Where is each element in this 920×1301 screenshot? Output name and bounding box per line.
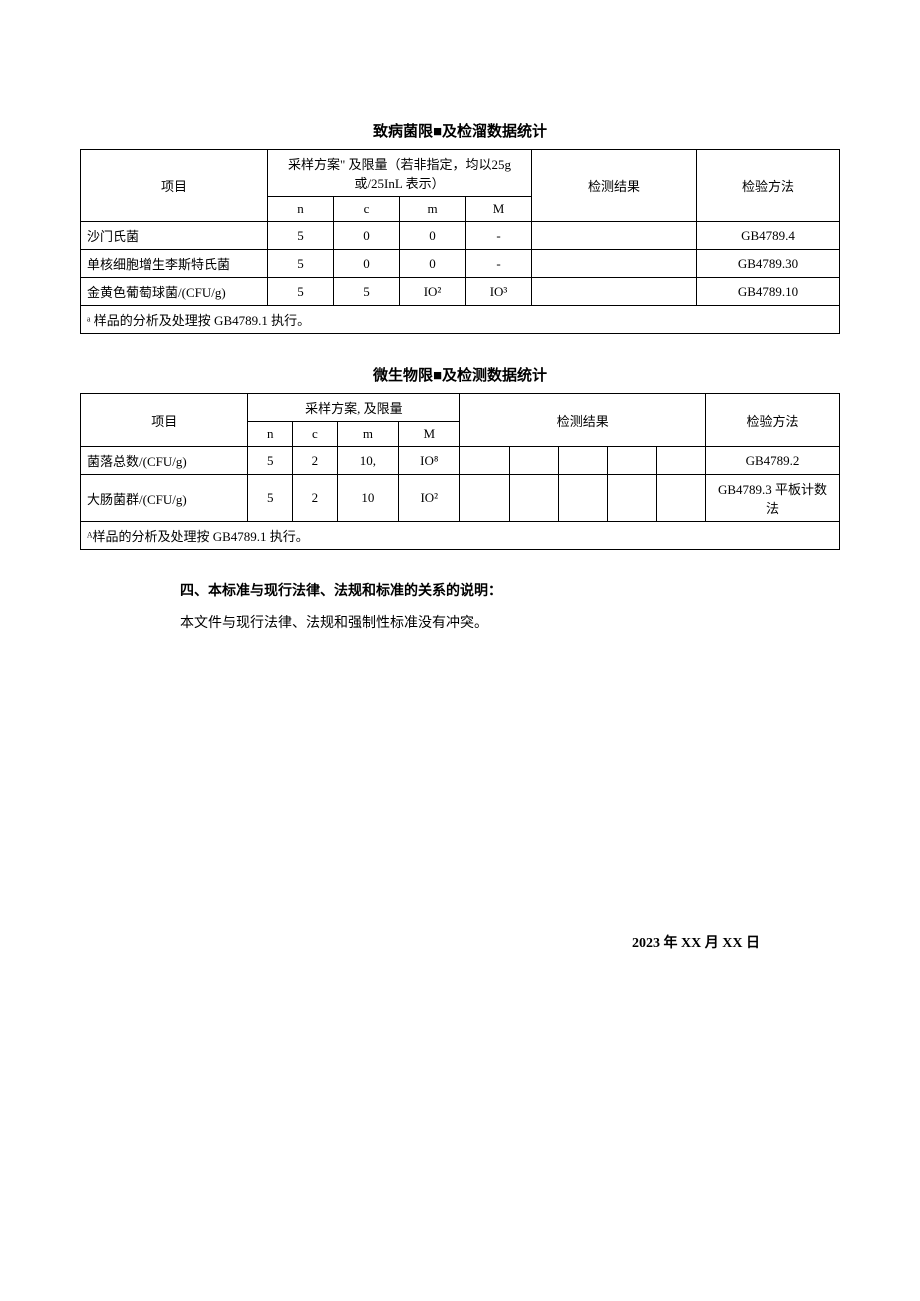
- cell-n: 5: [268, 250, 334, 278]
- t2-h-item: 项目: [81, 394, 248, 447]
- t1-h-result: 检测结果: [532, 150, 697, 222]
- cell-M: -: [466, 222, 532, 250]
- cell-m: 0: [400, 222, 466, 250]
- t2-h-c: c: [293, 422, 338, 447]
- cell-item: 沙门氏菌: [81, 222, 268, 250]
- cell-r5: [656, 475, 705, 522]
- cell-c: 2: [293, 447, 338, 475]
- t1-h-m: m: [400, 197, 466, 222]
- cell-r5: [656, 447, 705, 475]
- cell-m: 10,: [337, 447, 398, 475]
- cell-method: GB4789.10: [697, 278, 840, 306]
- section-heading: 四、本标准与现行法律、法规和标准的关系的说明：: [80, 580, 840, 600]
- cell-c: 0: [334, 222, 400, 250]
- cell-method: GB4789.4: [697, 222, 840, 250]
- cell-n: 5: [248, 447, 293, 475]
- pathogen-table: 项目 采样方案" 及限量（若非指定，均以25g 或/25InL 表示） 检测结果…: [80, 149, 840, 334]
- t1-h-method: 检验方法: [697, 150, 840, 222]
- table-row: 菌落总数/(CFU/g) 5 2 10, IO⁸ GB4789.2: [81, 447, 840, 475]
- table-row: 金黄色葡萄球菌/(CFU/g) 5 5 IO² IO³ GB4789.10: [81, 278, 840, 306]
- footnote-text: ᴬ样品的分析及处理按 GB4789.1 执行。: [81, 522, 840, 550]
- t2-h-result: 检测结果: [460, 394, 706, 447]
- cell-item: 单核细胞增生李斯特氏菌: [81, 250, 268, 278]
- cell-item: 大肠菌群/(CFU/g): [81, 475, 248, 522]
- t1-h-c: c: [334, 197, 400, 222]
- cell-r1: [460, 447, 509, 475]
- cell-result: [532, 222, 697, 250]
- cell-r3: [558, 475, 607, 522]
- cell-M: IO²: [399, 475, 460, 522]
- cell-result: [532, 278, 697, 306]
- cell-M: IO³: [466, 278, 532, 306]
- t2-h-sampling: 采样方案, 及限量: [248, 394, 460, 422]
- t1-h-item: 项目: [81, 150, 268, 222]
- cell-m: 10: [337, 475, 398, 522]
- cell-r2: [509, 447, 558, 475]
- cell-r3: [558, 447, 607, 475]
- cell-item: 金黄色葡萄球菌/(CFU/g): [81, 278, 268, 306]
- cell-n: 5: [268, 222, 334, 250]
- cell-method: GB4789.30: [697, 250, 840, 278]
- t1-h-sampling: 采样方案" 及限量（若非指定，均以25g 或/25InL 表示）: [268, 150, 532, 197]
- microbe-table: 项目 采样方案, 及限量 检测结果 检验方法 n c m M 菌落总数/(CFU…: [80, 393, 840, 550]
- cell-c: 2: [293, 475, 338, 522]
- cell-c: 0: [334, 250, 400, 278]
- t1-h-n: n: [268, 197, 334, 222]
- cell-m: 0: [400, 250, 466, 278]
- footnote-text: ᵃ 样品的分析及处理按 GB4789.1 执行。: [81, 306, 840, 334]
- cell-r1: [460, 475, 509, 522]
- table-footnote: ᵃ 样品的分析及处理按 GB4789.1 执行。: [81, 306, 840, 334]
- cell-item: 菌落总数/(CFU/g): [81, 447, 248, 475]
- t1-h-M: M: [466, 197, 532, 222]
- cell-M: IO⁸: [399, 447, 460, 475]
- t2-h-m: m: [337, 422, 398, 447]
- t2-h-method: 检验方法: [706, 394, 840, 447]
- table-row: 沙门氏菌 5 0 0 - GB4789.4: [81, 222, 840, 250]
- t2-h-n: n: [248, 422, 293, 447]
- cell-r4: [607, 447, 656, 475]
- cell-r4: [607, 475, 656, 522]
- cell-r2: [509, 475, 558, 522]
- cell-method: GB4789.2: [706, 447, 840, 475]
- cell-method: GB4789.3 平板计数法: [706, 475, 840, 522]
- section-paragraph: 本文件与现行法律、法规和强制性标准没有冲突。: [80, 612, 840, 632]
- table-footnote: ᴬ样品的分析及处理按 GB4789.1 执行。: [81, 522, 840, 550]
- cell-n: 5: [268, 278, 334, 306]
- date-line: 2023 年 XX 月 XX 日: [80, 932, 840, 952]
- table-row: 单核细胞增生李斯特氏菌 5 0 0 - GB4789.30: [81, 250, 840, 278]
- table2-title: 微生物限■及检测数据统计: [80, 364, 840, 385]
- cell-result: [532, 250, 697, 278]
- cell-m: IO²: [400, 278, 466, 306]
- table-row: 大肠菌群/(CFU/g) 5 2 10 IO² GB4789.3 平板计数法: [81, 475, 840, 522]
- cell-M: -: [466, 250, 532, 278]
- cell-n: 5: [248, 475, 293, 522]
- t2-h-M: M: [399, 422, 460, 447]
- table1-title: 致病菌限■及检溜数据统计: [80, 120, 840, 141]
- cell-c: 5: [334, 278, 400, 306]
